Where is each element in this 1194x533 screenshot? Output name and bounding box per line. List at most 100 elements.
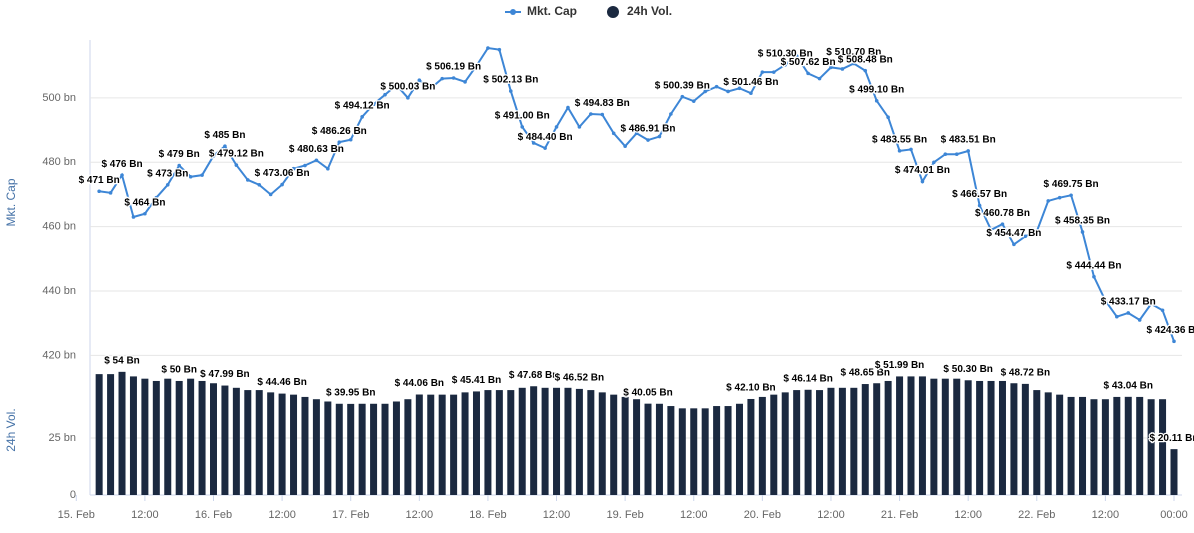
point	[817, 76, 822, 81]
legend-label: 24h Vol.	[627, 4, 672, 18]
x-tick-label: 00:00	[1160, 509, 1188, 521]
data-label: $ 424.36 Bn	[1146, 325, 1194, 336]
point	[428, 86, 433, 91]
bar	[278, 393, 286, 495]
bar	[1056, 394, 1064, 495]
data-label: $ 500.39 Bn	[655, 80, 710, 91]
bar	[793, 390, 801, 495]
bar	[850, 387, 858, 495]
data-label: $ 479.12 Bn	[209, 149, 264, 160]
point	[1103, 298, 1108, 303]
bar	[655, 403, 663, 495]
bar	[450, 394, 458, 495]
bar	[175, 380, 183, 495]
point	[771, 70, 776, 74]
y-axis-label: 24h Vol.	[4, 408, 18, 451]
y-tick-label: 460 bn	[42, 221, 76, 233]
point	[646, 138, 650, 142]
bar	[1079, 396, 1087, 495]
bar	[678, 408, 686, 495]
data-label: $ 46.52 Bn	[555, 373, 604, 384]
point	[623, 144, 627, 148]
x-tick-label: 12:00	[406, 509, 434, 521]
point	[520, 125, 525, 129]
point	[257, 183, 262, 187]
bar	[587, 390, 595, 495]
point	[714, 84, 719, 89]
data-label: $ 464 Bn	[124, 197, 165, 208]
data-label: $ 466.57 Bn	[952, 189, 1007, 200]
data-label: $ 483.55 Bn	[872, 134, 927, 145]
point	[726, 89, 730, 94]
point	[806, 71, 810, 76]
x-tick-label: 12:00	[954, 509, 982, 521]
y-tick-label: 440 bn	[42, 285, 76, 297]
bar	[564, 387, 572, 495]
x-tick-label: 12:00	[817, 509, 845, 521]
bar	[335, 403, 343, 495]
data-label: $ 494.12 Bn	[335, 100, 390, 111]
bar	[873, 383, 881, 495]
bar	[667, 406, 675, 495]
point	[783, 62, 788, 67]
bar	[918, 376, 926, 495]
point	[177, 163, 181, 168]
point	[406, 96, 410, 100]
x-tick-label: 16. Feb	[195, 509, 232, 521]
point	[383, 92, 387, 97]
point	[188, 174, 193, 179]
point	[852, 61, 856, 66]
data-label: $ 510.30 Bn	[758, 48, 813, 59]
point	[966, 149, 970, 153]
point	[977, 203, 982, 208]
point	[543, 146, 547, 150]
data-label: $ 473.06 Bn	[255, 168, 310, 179]
point	[234, 163, 239, 167]
bar	[964, 380, 972, 495]
data-label: $ 469.75 Bn	[1044, 179, 1099, 190]
point	[577, 125, 582, 129]
bar	[1067, 396, 1075, 495]
data-label: $ 45.41 Bn	[452, 375, 501, 386]
bar	[701, 408, 709, 495]
point	[897, 149, 902, 153]
point	[932, 160, 936, 165]
data-label: $ 506.19 Bn	[426, 62, 481, 73]
data-label: $ 47.68 Bn	[509, 370, 558, 381]
data-label: $ 54 Bn	[104, 355, 140, 366]
point	[669, 112, 673, 116]
point	[394, 83, 399, 87]
bar	[724, 406, 732, 495]
point	[703, 89, 707, 94]
bar	[1044, 392, 1052, 495]
bar	[187, 378, 195, 495]
data-label: $ 483.51 Bn	[941, 135, 996, 146]
point	[909, 147, 913, 152]
point	[634, 131, 639, 136]
bar	[1124, 396, 1132, 495]
point	[589, 112, 593, 116]
point	[760, 70, 765, 74]
point	[1115, 314, 1119, 319]
bar	[95, 374, 103, 495]
data-label: $ 508.48 Bn	[838, 54, 893, 65]
bar	[530, 386, 538, 495]
point	[508, 89, 513, 93]
bar	[1170, 449, 1178, 495]
data-label: $ 43.04 Bn	[1104, 380, 1153, 391]
point	[417, 78, 422, 83]
point	[954, 152, 959, 157]
data-label: $ 484.40 Bn	[518, 132, 573, 143]
point	[314, 158, 319, 163]
bar	[107, 374, 115, 495]
data-label: $ 444.44 Bn	[1066, 260, 1121, 271]
bar	[884, 380, 892, 495]
data-label: $ 50 Bn	[161, 365, 197, 376]
bar	[312, 399, 320, 495]
data-label: $ 494.83 Bn	[575, 98, 630, 109]
point	[486, 46, 490, 50]
bar	[690, 408, 698, 495]
x-tick-label: 15. Feb	[58, 509, 95, 521]
point	[749, 91, 753, 96]
bar	[770, 394, 778, 495]
